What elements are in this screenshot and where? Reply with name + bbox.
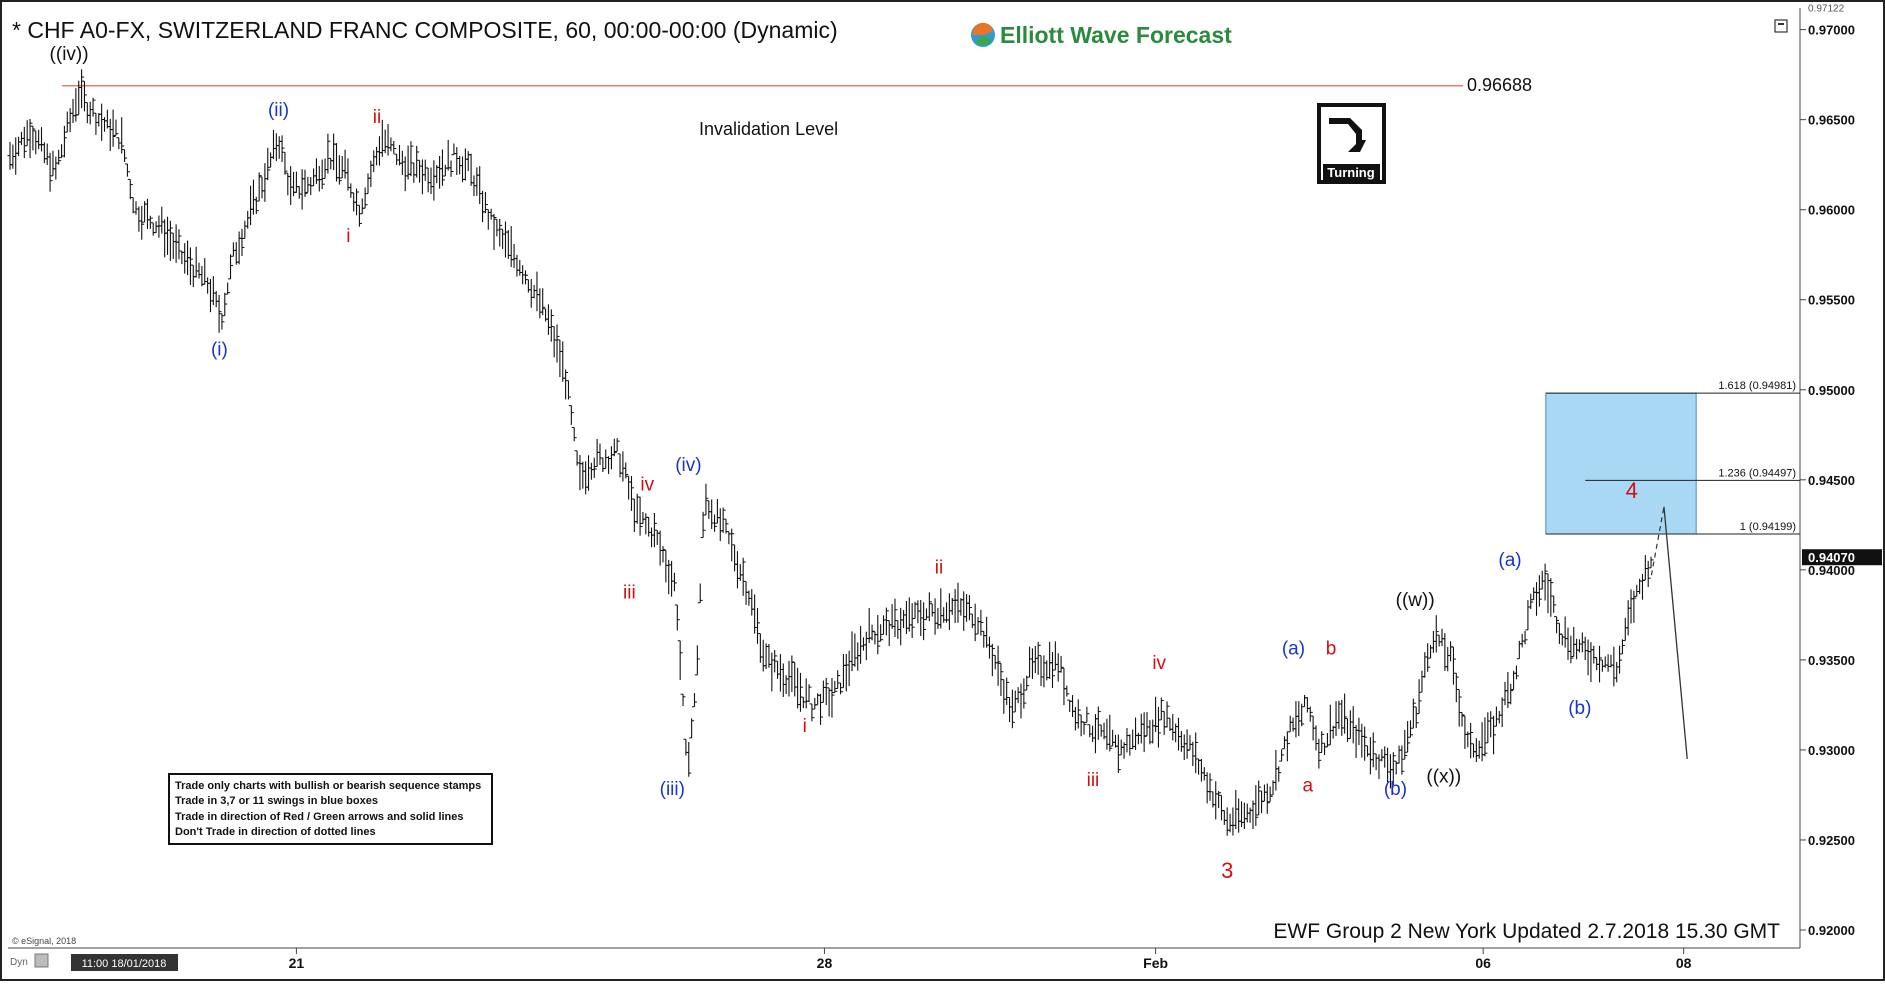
wave-label: b [1326, 638, 1337, 659]
price-tick-label: 0.97000 [1808, 23, 1855, 38]
copyright: © eSignal, 2018 [12, 936, 76, 946]
wave-label: (b) [1384, 779, 1407, 800]
wave-label: (ii) [268, 100, 289, 121]
price-tick-label: 0.95000 [1808, 383, 1855, 398]
invalidation-label: Invalidation Level [699, 119, 838, 139]
wave-label: 3 [1221, 858, 1233, 883]
chart-title: * CHF A0-FX, SWITZERLAND FRANC COMPOSITE… [12, 17, 838, 43]
wave-label: (iv) [675, 455, 701, 476]
wave-label: i [346, 226, 350, 247]
wave-label: iii [1087, 770, 1100, 791]
update-text: EWF Group 2 New York Updated 2.7.2018 15… [1273, 920, 1780, 943]
time-tick-label: 21 [289, 955, 305, 971]
brand-logo-swirl-green [975, 36, 992, 46]
projection-dashed-line [1650, 506, 1665, 576]
time-tick-label: Feb [1143, 955, 1168, 971]
fib-level-label: 1.236 (0.94497) [1718, 467, 1796, 479]
fib-level-label: 1.618 (0.94981) [1718, 380, 1796, 392]
chart-overlays: 0.96688 1.618 (0.94981) 1.236 (0.94497) 1 (… [61, 75, 1800, 535]
wave-label: (iii) [660, 779, 685, 800]
turning-arrow-icon [1329, 118, 1366, 152]
price-tick-label: 0.94000 [1808, 563, 1855, 578]
price-tick-label: 0.93000 [1808, 743, 1855, 758]
wave-label: i [803, 716, 807, 737]
price-tick-label: 0.96500 [1808, 113, 1855, 128]
price-tick-label: 0.96000 [1808, 203, 1855, 218]
wave-label: ((iv)) [50, 44, 89, 65]
time-tick-label: 06 [1475, 955, 1491, 971]
cursor-time-box [71, 954, 178, 971]
dyn-label: Dyn [10, 957, 28, 968]
wave-label: (i) [211, 340, 228, 361]
rules-box: Trade only charts with bullish or bearis… [168, 773, 493, 845]
maximize-icon[interactable] [1774, 19, 1788, 33]
wave-label: 4 [1626, 478, 1638, 503]
price-bars [7, 69, 1688, 836]
price-tick-label: 0.93500 [1808, 653, 1855, 668]
time-tick-label: 08 [1676, 955, 1692, 971]
wave-label: iv [1152, 653, 1166, 674]
cursor-time: 11:00 18/01/2018 [82, 958, 167, 970]
wave-label: ii [935, 557, 943, 578]
wave-labels: ((iv))(ii) iii(i)(iv)iviii(iii)iiiiiiiv3(… [50, 44, 1638, 883]
price-tick-label: 0.95500 [1808, 293, 1855, 308]
dyn-button[interactable] [34, 953, 49, 968]
price-axis[interactable]: 0.97000 0.96500 0.96000 0.95500 0.95000 0.945… [1800, 4, 1882, 938]
wave-label: iv [640, 475, 654, 496]
brand-logo: Elliott Wave Forecast [971, 22, 1232, 48]
wave-label: (a) [1498, 550, 1521, 571]
rule-line-4: Don't Trade in direction of dotted lines [175, 826, 376, 838]
rule-line-2: Trade in 3,7 or 11 swings in blue boxes [175, 795, 378, 807]
invalidation-value: 0.96688 [1467, 75, 1532, 95]
wave-label: ((w)) [1396, 590, 1435, 611]
current-price-label: 0.94070 [1808, 550, 1855, 565]
rule-line-3: Trade in direction of Red / Green arrows… [175, 811, 464, 823]
brand-logo-swirl [972, 22, 993, 35]
price-tick-label: 0.92500 [1808, 833, 1855, 848]
time-axis[interactable]: 21 28 Feb 06 08 [289, 948, 1692, 971]
price-tick-label: 0.94500 [1808, 473, 1855, 488]
wave-label: ii [373, 107, 381, 128]
wave-label: iii [623, 583, 636, 604]
current-price-tag [1802, 549, 1882, 566]
wave-label: (a) [1282, 638, 1305, 659]
turning-label: Turning [1327, 165, 1374, 180]
price-tick-label: 0.92000 [1808, 923, 1855, 938]
target-box [1545, 392, 1697, 535]
turning-badge: Turning [1317, 103, 1386, 184]
wave-label: a [1302, 775, 1313, 796]
time-tick-label: 28 [817, 955, 833, 971]
wave-label: (b) [1568, 698, 1591, 719]
brand-name: Elliott Wave Forecast [1000, 22, 1232, 48]
wave-label: ((x)) [1426, 766, 1461, 787]
projection-solid-line [1663, 506, 1688, 759]
fib-level-label: 1 (0.94199) [1740, 521, 1796, 533]
price-top-label: 0.97122 [1808, 4, 1845, 15]
rule-line-1: Trade only charts with bullish or bearis… [175, 780, 481, 792]
